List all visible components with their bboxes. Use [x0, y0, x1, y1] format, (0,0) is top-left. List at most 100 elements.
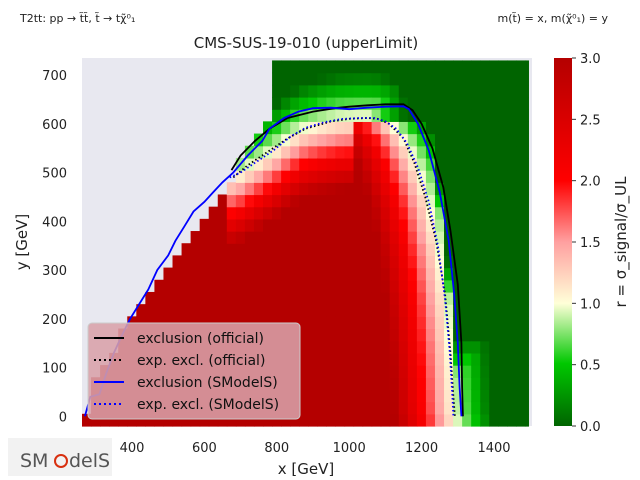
heatmap-cell — [335, 279, 346, 293]
heatmap-cell — [335, 170, 346, 183]
heatmap-cell — [471, 60, 481, 74]
heatmap-cell — [525, 377, 529, 391]
heatmap-cell — [326, 365, 337, 378]
heatmap-cell — [326, 401, 337, 415]
heatmap-cell — [326, 243, 337, 257]
heatmap-cell — [471, 401, 481, 415]
heatmap-cell — [344, 377, 355, 391]
heatmap-cell — [453, 84, 463, 98]
heatmap-cell — [398, 255, 409, 269]
heatmap-cell — [416, 121, 427, 135]
heatmap-cell — [389, 194, 400, 208]
heatmap-cell — [344, 279, 355, 293]
heatmap-cell — [290, 279, 300, 293]
heatmap-cell — [208, 279, 219, 293]
heatmap-cell — [217, 291, 228, 305]
heatmap-cell — [498, 121, 508, 135]
heatmap-cell — [380, 365, 391, 378]
heatmap-cell — [462, 157, 472, 171]
heatmap-cell — [434, 267, 445, 281]
heatmap-cell — [371, 316, 382, 330]
heatmap-cell — [371, 182, 382, 196]
heatmap-cell — [444, 389, 454, 403]
heatmap-cell — [335, 291, 346, 305]
heatmap-cell — [407, 267, 418, 281]
heatmap-cell — [489, 255, 499, 269]
heatmap-cell — [398, 60, 409, 74]
heatmap-cell — [317, 60, 327, 74]
heatmap-cell — [389, 182, 400, 196]
heatmap-cell — [434, 84, 445, 98]
heatmap-cell — [263, 304, 273, 317]
heatmap-cell — [281, 413, 291, 427]
heatmap-cell — [525, 316, 529, 330]
heatmap-cell — [181, 255, 192, 269]
heatmap-cell — [145, 291, 155, 305]
heatmap-cell — [516, 145, 527, 159]
heatmap-cell — [317, 133, 327, 147]
heatmap-cell — [335, 231, 346, 244]
heatmap-cell — [407, 328, 418, 342]
heatmap-cell — [480, 96, 490, 110]
heatmap-cell — [163, 413, 174, 427]
heatmap-cell — [371, 218, 382, 232]
heatmap-cell — [398, 133, 409, 147]
heatmap-cell — [272, 243, 282, 257]
heatmap-cell — [416, 291, 427, 305]
heatmap-cell — [317, 255, 327, 269]
heatmap-cell — [453, 231, 463, 244]
heatmap-cell — [471, 304, 481, 317]
heatmap-cell — [190, 304, 201, 317]
heatmap-cell — [425, 157, 436, 171]
heatmap-cell — [208, 413, 219, 427]
heatmap-cell — [480, 218, 490, 232]
heatmap-cell — [371, 157, 382, 171]
heatmap-cell — [480, 194, 490, 208]
heatmap-cell — [235, 243, 246, 257]
heatmap-cell — [389, 121, 400, 135]
heatmap-cell — [471, 352, 481, 366]
heatmap-cell — [471, 182, 481, 196]
heatmap-cell — [380, 316, 391, 330]
heatmap-cell — [498, 109, 508, 122]
heatmap-cell — [290, 413, 300, 427]
heatmap-cell — [489, 328, 499, 342]
heatmap-cell — [471, 145, 481, 159]
heatmap-cell — [498, 413, 508, 427]
legend-entry-label: exp. excl. (SModelS) — [137, 397, 279, 413]
legend: exclusion (official) exp. excl. (official… — [87, 322, 301, 420]
heatmap-cell — [525, 389, 529, 403]
heatmap-cell — [281, 72, 291, 86]
heatmap-cell — [199, 279, 210, 293]
heatmap-cell — [281, 109, 291, 122]
heatmap-cell — [444, 133, 454, 147]
heatmap-cell — [217, 206, 228, 220]
heatmap-cell — [290, 96, 300, 110]
heatmap-cell — [425, 365, 436, 378]
heatmap-cell — [299, 60, 309, 74]
heatmap-cell — [353, 121, 364, 135]
heatmap-cell — [480, 145, 490, 159]
heatmap-cell — [444, 60, 454, 74]
heatmap-cell — [308, 170, 318, 183]
heatmap-cell — [516, 60, 527, 74]
heatmap-cell — [516, 133, 527, 147]
heatmap-cell — [82, 413, 92, 427]
colorbar-tick-label: 0.0 — [580, 420, 601, 435]
heatmap-cell — [516, 352, 527, 366]
heatmap-cell — [416, 389, 427, 403]
heatmap-cell — [344, 72, 355, 86]
heatmap-cell — [507, 72, 518, 86]
heatmap-cell — [525, 243, 529, 257]
heatmap-cell — [335, 157, 346, 171]
heatmap-cell — [389, 267, 400, 281]
heatmap-cell — [290, 133, 300, 147]
heatmap-cell — [163, 267, 174, 281]
heatmap-cell — [407, 291, 418, 305]
heatmap-cell — [317, 194, 327, 208]
heatmap-cell — [217, 279, 228, 293]
heatmap-cell — [299, 352, 309, 366]
heatmap-cell — [516, 206, 527, 220]
heatmap-cell — [335, 194, 346, 208]
heatmap-cell — [172, 279, 183, 293]
